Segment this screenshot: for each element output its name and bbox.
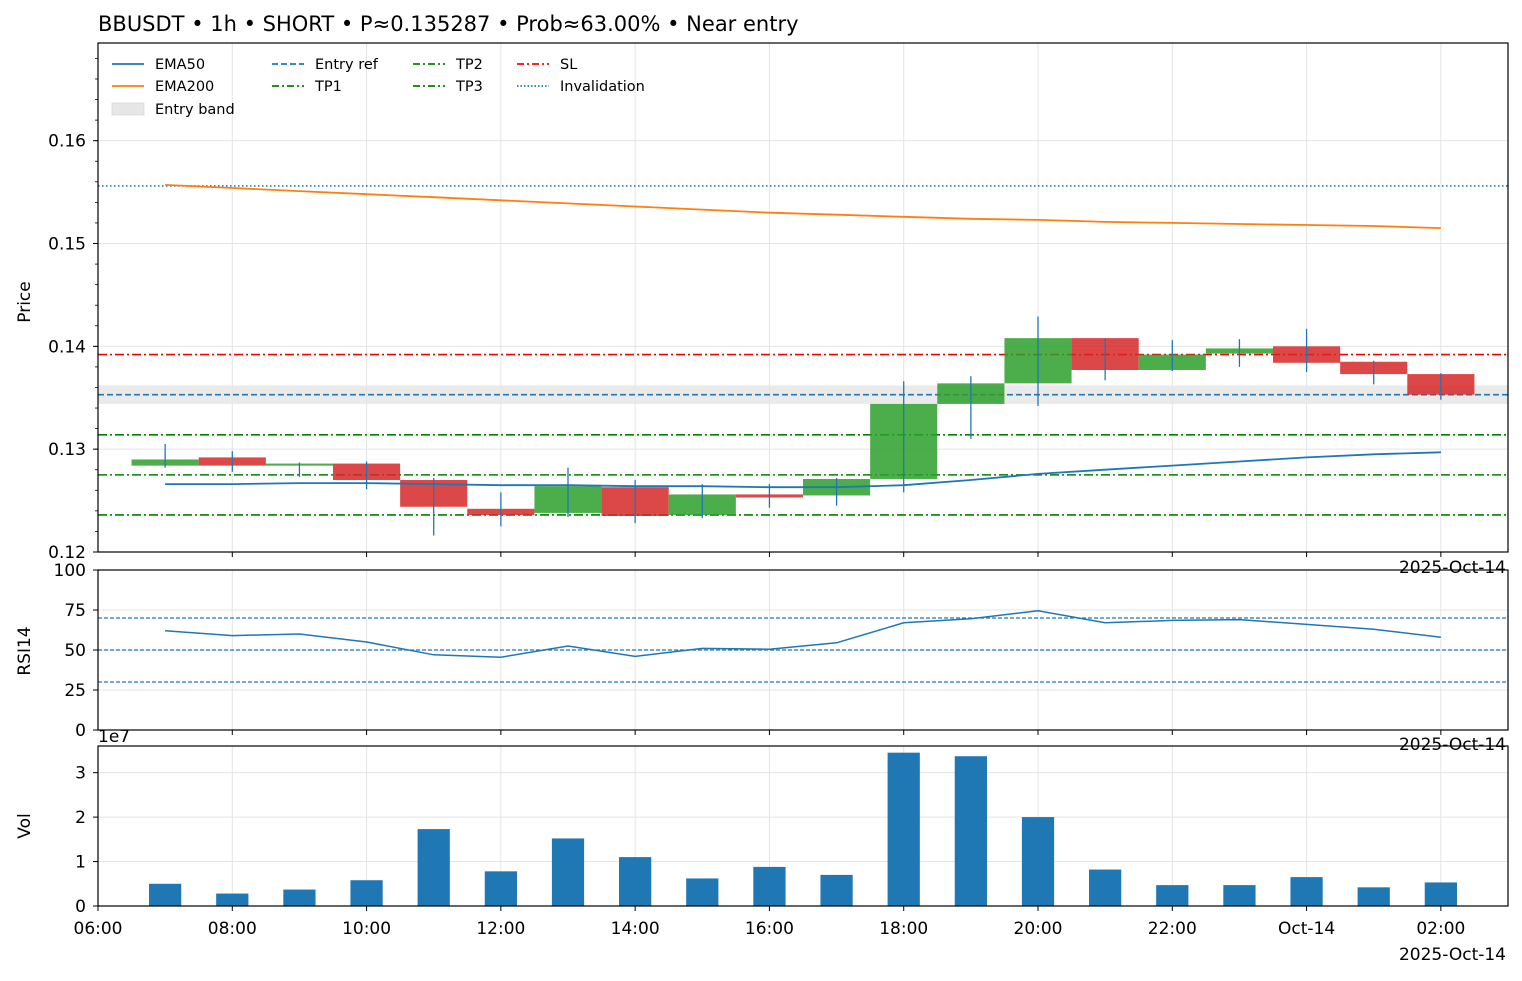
price-y-tick-label: 0.16 xyxy=(48,132,86,152)
rsi-y-label: RSI14 xyxy=(15,626,35,675)
rsi-line xyxy=(165,610,1441,658)
volume-y-tick-label: 2 xyxy=(75,808,86,828)
volume-frame xyxy=(97,745,1509,907)
rsi-reference-lines xyxy=(98,617,1508,683)
price-y-tick-label: 0.13 xyxy=(48,440,86,460)
price-y-label: Price xyxy=(15,281,35,322)
volume-bar xyxy=(1357,887,1390,906)
volume-bar xyxy=(1156,885,1189,906)
volume-x-tick-label: 22:00 xyxy=(1148,919,1197,939)
volume-bar xyxy=(1021,817,1055,906)
volume-y-tick-label: 1 xyxy=(75,853,86,873)
rsi-y-tick-label: 50 xyxy=(64,641,86,661)
volume-bar xyxy=(1290,877,1323,906)
volume-bar xyxy=(619,857,652,906)
volume-bar xyxy=(551,838,585,906)
ema200-line xyxy=(165,184,1441,229)
legend-label: TP2 xyxy=(455,57,483,73)
volume-bar xyxy=(484,871,517,906)
volume-x-tick-label: 12:00 xyxy=(476,919,525,939)
legend-label: EMA200 xyxy=(155,79,214,95)
legend-swatch xyxy=(111,102,145,116)
volume-scale-label: 1e7 xyxy=(98,727,130,747)
legend-label: TP1 xyxy=(314,79,342,95)
volume-y-ticks: 0 1 2 3 xyxy=(75,764,98,917)
ema50-line xyxy=(165,451,1441,489)
legend-label: Invalidation xyxy=(560,79,645,95)
volume-bar xyxy=(1424,882,1457,906)
legend: EMA50 Entry ref TP2 SL EMA200 TP1 TP3 Invalidat… xyxy=(111,57,645,118)
rsi-y-ticks: 0 25 50 75 100 xyxy=(54,561,98,741)
volume-bar xyxy=(350,880,383,906)
volume-y-tick-label: 3 xyxy=(75,764,86,784)
rsi-corner-label: 2025-Oct-14 xyxy=(1399,735,1506,755)
volume-x-tick-label: Oct-14 xyxy=(1278,919,1335,939)
price-y-tick-label: 0.14 xyxy=(48,337,86,357)
price-y-tick-label: 0.12 xyxy=(48,543,86,563)
price-y-tick-label: 0.15 xyxy=(48,235,86,255)
rsi-x-ticks xyxy=(231,730,1442,735)
volume-x-ticks: 06:00 08:00 10:00 12:00 14:00 16:00 18:00 20:00… xyxy=(74,906,1465,939)
volume-bar xyxy=(283,889,316,906)
legend-label: SL xyxy=(560,57,577,73)
volume-bar xyxy=(149,883,182,906)
volume-x-tick-label: 20:00 xyxy=(1014,919,1063,939)
volume-bar xyxy=(1089,869,1122,906)
volume-x-tick-label: 16:00 xyxy=(745,919,794,939)
volume-bar xyxy=(686,878,719,906)
volume-x-tick-label: 08:00 xyxy=(208,919,257,939)
volume-x-tick-label: 06:00 xyxy=(74,919,123,939)
price-corner-label: 2025-Oct-14 xyxy=(1399,558,1506,578)
volume-x-tick-label: 02:00 xyxy=(1416,919,1465,939)
price-frame xyxy=(97,42,1509,553)
rsi-y-tick-label: 0 xyxy=(75,721,86,741)
volume-corner-label: 2025-Oct-14 xyxy=(1399,945,1506,965)
volume-bar xyxy=(753,866,786,906)
volume-bars xyxy=(149,752,1457,906)
ema-lines xyxy=(165,184,1441,489)
volume-bar xyxy=(1223,885,1256,906)
volume-x-tick-label: 14:00 xyxy=(611,919,660,939)
volume-x-tick-label: 18:00 xyxy=(879,919,928,939)
volume-x-tick-label: 10:00 xyxy=(342,919,391,939)
volume-bar xyxy=(216,893,249,906)
rsi-y-tick-label: 75 xyxy=(64,601,86,621)
rsi-series xyxy=(165,610,1441,658)
candles xyxy=(131,316,1475,536)
volume-bar xyxy=(417,829,450,906)
price-y-ticks: 0.12 0.13 0.14 0.15 0.16 xyxy=(48,58,98,563)
volume-y-tick-label: 0 xyxy=(75,897,86,917)
price-x-ticks xyxy=(231,552,1442,557)
legend-label: Entry band xyxy=(155,102,235,118)
legend-label: Entry ref xyxy=(315,57,379,73)
volume-bar xyxy=(887,752,920,906)
legend-label: TP3 xyxy=(455,79,483,95)
chart-title: BBUSDT • 1h • SHORT • P≈0.135287 • Prob≈… xyxy=(98,12,799,36)
volume-bar xyxy=(954,756,987,906)
volume-y-label: Vol xyxy=(15,813,35,838)
rsi-y-tick-label: 100 xyxy=(54,561,86,581)
volume-bar xyxy=(820,874,853,906)
legend-label: EMA50 xyxy=(155,57,205,73)
rsi-y-tick-label: 25 xyxy=(64,681,86,701)
